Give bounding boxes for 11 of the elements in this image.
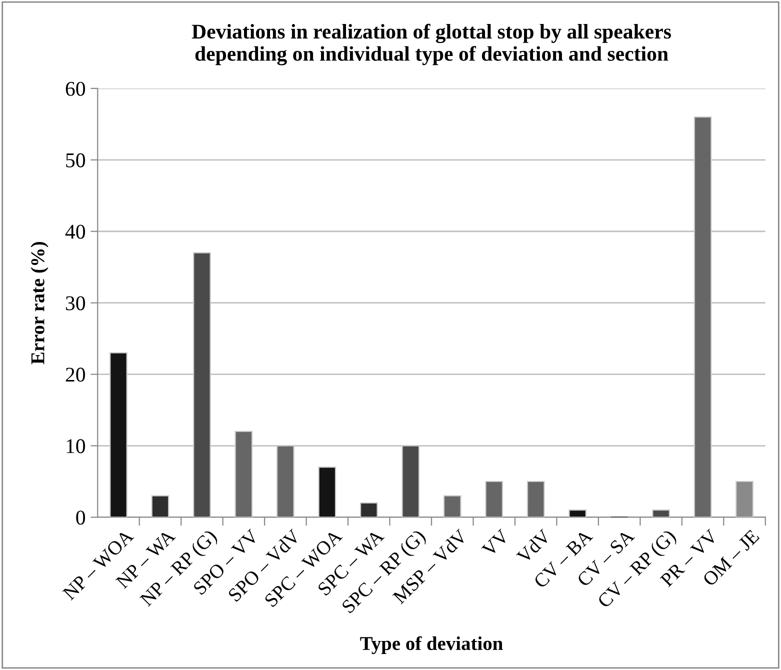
y-tick-label: 20 [66, 368, 86, 382]
x-tick-label: VV [481, 528, 510, 558]
y-tick-label: 50 [66, 153, 86, 168]
x-axis-title: Type of deviation [360, 636, 503, 654]
y-tick-label: 10 [66, 439, 86, 454]
y-axis-title: Error rate (%) [30, 242, 48, 364]
chart-title: Deviations in realization of glottal stop by all speakers depending on individual type of deviation and section [192, 24, 671, 66]
y-tick-label: 60 [66, 82, 86, 96]
y-tick-label: 40 [65, 224, 86, 239]
y-tick-label: 30 [66, 296, 86, 310]
y-tick-label: 0 [76, 510, 86, 525]
